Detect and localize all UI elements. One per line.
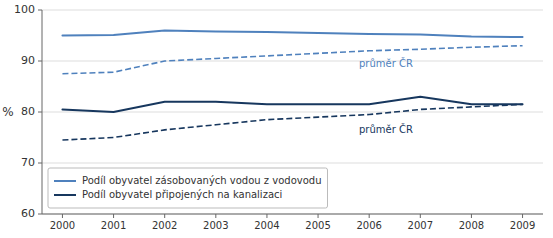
y-tick (38, 10, 42, 11)
legend: Podíl obyvatel zásobovaných vodou z vodo… (48, 168, 328, 208)
x-tick-label: 2003 (203, 220, 228, 231)
x-tick (113, 214, 114, 218)
chart-container: 60 70 80 90 100 2000 2001 2002 2003 2004 2005 2006 2… (0, 0, 553, 238)
y-tick-label: 90 (21, 54, 35, 67)
x-tick-label: 2004 (254, 220, 279, 231)
x-tick (522, 214, 523, 218)
line (62, 97, 522, 112)
y-tick (38, 61, 42, 62)
y-tick (38, 163, 42, 164)
legend-label: Podíl obyvatel připojených na kanalizaci (82, 189, 282, 200)
dashed-line (62, 46, 522, 74)
x-tick-label: 2008 (459, 220, 484, 231)
dashed-line (62, 104, 522, 140)
x-tick (164, 214, 165, 218)
plot-area (62, 30, 522, 140)
grid-line (42, 10, 543, 11)
y-tick-label: 100 (14, 3, 35, 16)
x-tick (215, 214, 216, 218)
legend-box (48, 168, 328, 208)
legend-swatch (54, 194, 76, 196)
x-tick-label: 2009 (510, 220, 535, 231)
x-tick (369, 214, 370, 218)
legend-swatch (54, 180, 76, 182)
x-tick-label: 2006 (356, 220, 381, 231)
annotation: průměr ČR (359, 123, 413, 135)
y-axis-line (42, 10, 43, 214)
y-axis-label: % (2, 105, 13, 119)
y-tick (38, 214, 42, 215)
x-tick (318, 214, 319, 218)
chart: 60 70 80 90 100 2000 2001 2002 2003 2004 2005 2006 2… (0, 0, 553, 238)
x-tick-label: 2001 (101, 220, 126, 231)
y-tick (38, 112, 42, 113)
y-tick-label: 70 (21, 156, 35, 169)
y-tick-label: 60 (21, 207, 35, 220)
x-tick-label: 2002 (152, 220, 177, 231)
grid-line (42, 214, 543, 215)
grid-line (42, 61, 543, 62)
line (62, 30, 522, 37)
x-tick (420, 214, 421, 218)
x-axis-line (42, 214, 543, 215)
x-tick (471, 214, 472, 218)
x-tick (62, 214, 63, 218)
x-tick-label: 2000 (50, 220, 75, 231)
legend-label: Podíl obyvatel zásobovaných vodou z vodo… (82, 175, 322, 186)
y-tick-label: 80 (21, 105, 35, 118)
x-tick (266, 214, 267, 218)
x-tick-label: 2007 (408, 220, 433, 231)
grid-line (42, 163, 543, 164)
annotation: průměr ČR (359, 57, 413, 69)
x-tick-label: 2005 (305, 220, 330, 231)
